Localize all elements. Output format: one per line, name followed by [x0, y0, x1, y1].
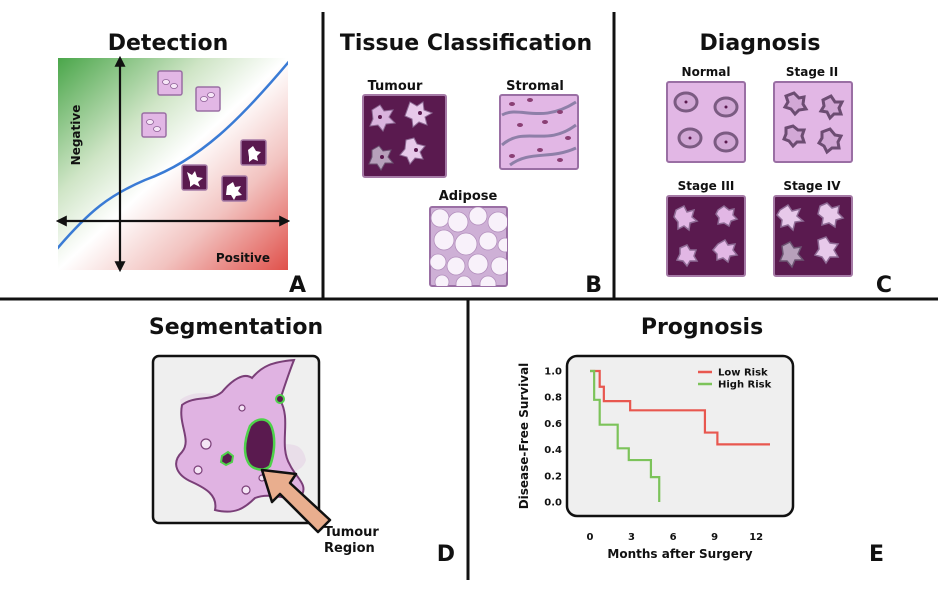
- series-line-low-risk: [590, 369, 770, 446]
- x-tick-label: 9: [711, 532, 718, 543]
- chart-ticks: 0 3 6 9 12 0.0 0.2 0.4 0.6 0.8 1.0: [544, 367, 763, 544]
- negative-label: Negative: [69, 105, 83, 166]
- x-tick-label: 6: [670, 532, 677, 543]
- stage-iv-tissue-tile: [773, 195, 853, 277]
- prognosis-chart-frame: [565, 354, 795, 518]
- stage-iii-label: Stage III: [678, 179, 735, 193]
- panel-dividers: [0, 12, 938, 580]
- panel-d-title: Segmentation: [149, 315, 323, 340]
- panel-tissue-classification: Tissue Classification Tumour Stromal: [340, 31, 602, 298]
- decision-boundary-curve: [58, 60, 288, 250]
- panel-segmentation: Segmentation Tumour Region D: [149, 315, 455, 567]
- panel-b-title: Tissue Classification: [340, 31, 592, 56]
- stromal-label: Stromal: [506, 79, 564, 94]
- tumour-region-label-line2: Region: [324, 541, 375, 556]
- benign-cell: [141, 112, 167, 138]
- cell-vacuole: [238, 404, 246, 412]
- panel-prognosis: Prognosis Disease-Free Survival Months a…: [517, 315, 884, 567]
- x-tick-label: 3: [628, 532, 635, 543]
- panel-d-letter: D: [437, 542, 455, 567]
- y-tick-label: 0.2: [544, 471, 562, 482]
- panel-c-title: Diagnosis: [700, 31, 821, 56]
- panel-e-letter: E: [869, 542, 884, 567]
- malignant-cell: [181, 164, 208, 191]
- tumour-region: [275, 394, 285, 404]
- benign-cell: [195, 86, 221, 112]
- y-tick-label: 0.4: [544, 445, 562, 456]
- malignant-cell: [221, 175, 248, 202]
- stage-ii-tissue-tile: [773, 81, 853, 163]
- y-tick-label: 1.0: [544, 367, 562, 378]
- normal-label: Normal: [682, 65, 731, 79]
- chart-series: [590, 369, 770, 502]
- chart-x-axis-label: Months after Surgery: [607, 547, 752, 561]
- tumour-tissue-tile: [362, 94, 447, 178]
- y-tick-label: 0.6: [544, 419, 562, 430]
- adipose-label: Adipose: [439, 189, 498, 204]
- benign-cell: [157, 70, 183, 96]
- pointer-arrow: [260, 468, 332, 534]
- y-tick-label: 0.0: [544, 498, 562, 509]
- x-tick-label: 12: [749, 532, 763, 543]
- legend-entry: Low Risk: [718, 368, 768, 379]
- panel-a-letter: A: [289, 273, 306, 298]
- cell-vacuole: [200, 438, 212, 450]
- panel-diagnosis: Diagnosis Normal Stage II Stage III: [666, 31, 892, 298]
- tumour-region: [243, 418, 276, 471]
- series-line-high-risk: [590, 369, 661, 502]
- panel-e-title: Prognosis: [641, 315, 763, 340]
- adipose-tissue-tile: [429, 206, 508, 287]
- stage-iv-label: Stage IV: [783, 179, 841, 193]
- stromal-tissue-tile: [499, 94, 579, 170]
- x-tick-label: 0: [587, 532, 594, 543]
- tumour-region: [219, 450, 235, 467]
- cell-vacuole: [193, 465, 203, 475]
- stage-ii-label: Stage II: [786, 65, 838, 79]
- panel-a-title: Detection: [108, 31, 229, 56]
- legend-entry: High Risk: [718, 380, 772, 391]
- positive-label: Positive: [216, 251, 270, 265]
- malignant-cell: [240, 139, 267, 166]
- normal-tissue-tile: [666, 81, 746, 163]
- chart-y-axis-label: Disease-Free Survival: [517, 363, 531, 510]
- stage-iii-tissue-tile: [666, 195, 746, 277]
- tumour-region-label-line1: Tumour: [324, 525, 379, 540]
- tumour-label: Tumour: [368, 79, 423, 94]
- panel-detection: Detection Negative Positive: [55, 31, 306, 298]
- cell-vacuole: [241, 485, 251, 495]
- y-tick-label: 0.8: [544, 393, 562, 404]
- panel-b-letter: B: [585, 273, 602, 298]
- panel-c-letter: C: [876, 273, 892, 298]
